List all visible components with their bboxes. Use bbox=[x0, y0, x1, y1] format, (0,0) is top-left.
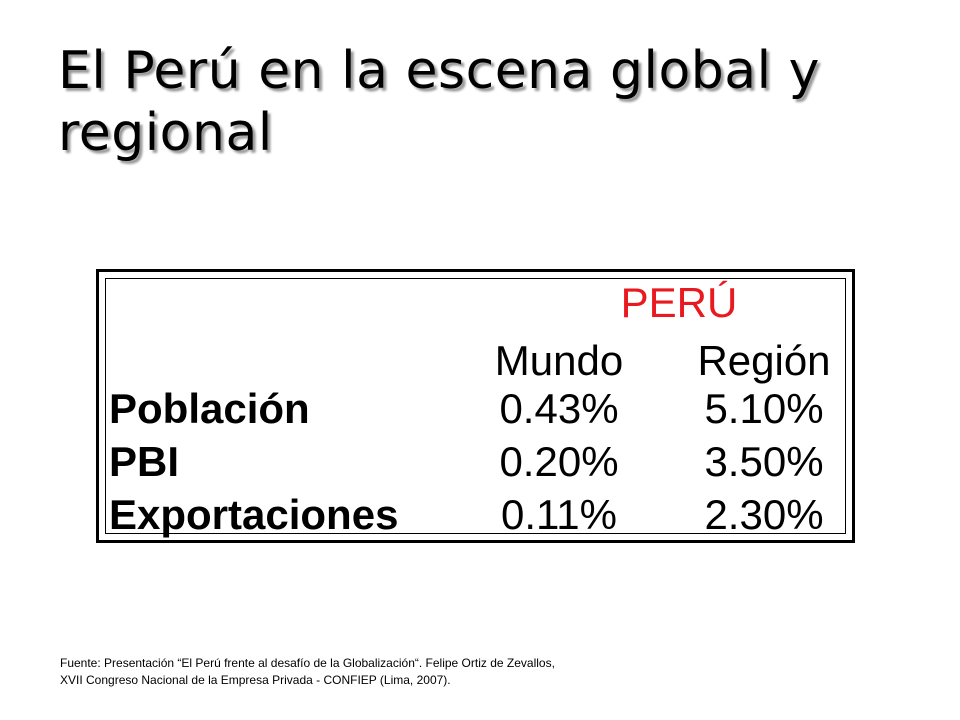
cell-exportaciones-region: 2.30% bbox=[704, 491, 824, 538]
row-label-poblacion: Población bbox=[109, 385, 310, 432]
source-note: Fuente: Presentación “El Perú frente al … bbox=[60, 655, 920, 689]
cell-pbi-mundo: 0.20% bbox=[499, 438, 619, 485]
column-header-mundo: Mundo bbox=[494, 337, 624, 384]
slide-title: El Perú en la escena global y regional bbox=[58, 40, 918, 164]
slide-title-line-2: regional bbox=[58, 103, 273, 163]
slide-title-line-1: El Perú en la escena global y bbox=[58, 41, 820, 101]
row-label-pbi: PBI bbox=[109, 438, 180, 485]
data-table: PERÚ Mundo Región Población 0.43% 5.10% … bbox=[96, 269, 855, 543]
cell-pbi-region: 3.50% bbox=[704, 438, 824, 485]
source-line-2: XVII Congreso Nacional de la Empresa Pri… bbox=[60, 673, 451, 687]
country-header: PERÚ bbox=[620, 279, 738, 326]
cell-exportaciones-mundo: 0.11% bbox=[501, 491, 617, 538]
column-header-region: Región bbox=[697, 337, 831, 384]
cell-poblacion-mundo: 0.43% bbox=[499, 385, 619, 432]
cell-poblacion-region: 5.10% bbox=[704, 385, 824, 432]
source-line-1: Fuente: Presentación “El Perú frente al … bbox=[60, 656, 555, 670]
row-label-exportaciones: Exportaciones bbox=[109, 491, 399, 538]
